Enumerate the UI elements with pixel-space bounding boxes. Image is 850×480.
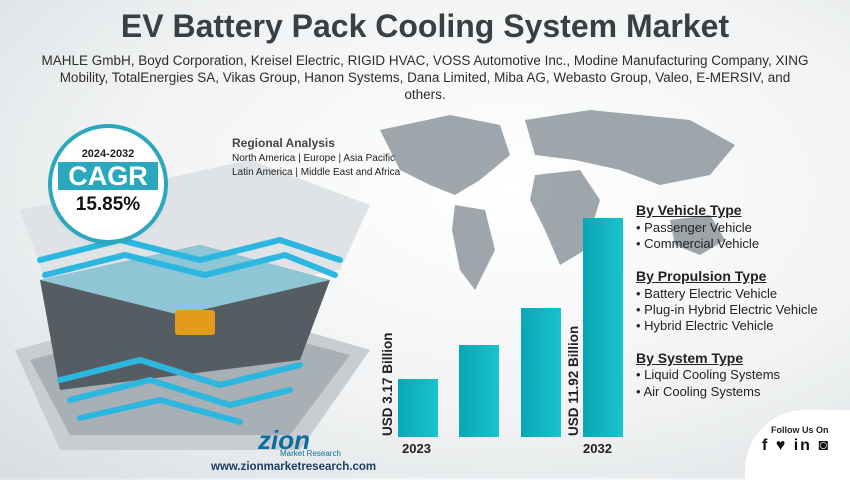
regional-analysis-title: Regional Analysis	[232, 136, 335, 150]
segment-system-title: By System Type	[636, 350, 744, 366]
key-players-text: MAHLE GmbH, Boyd Corporation, Kreisel El…	[41, 53, 809, 102]
segment-propulsion-item: • Battery Electric Vehicle	[636, 286, 778, 301]
cagr-period: 2024-2032	[81, 148, 135, 160]
bar-label-start: USD 3.17 Billion	[380, 332, 395, 436]
social-links: f ♥ in ◙	[762, 437, 830, 455]
segment-system-item: • Liquid Cooling Systems	[636, 367, 781, 382]
page-title: EV Battery Pack Cooling System Market	[120, 8, 730, 44]
zion-logo: zion	[258, 425, 310, 455]
cagr-badge: 2024-2032 CAGR 15.85%	[52, 128, 164, 240]
facebook-icon[interactable]: f	[762, 437, 770, 454]
bar-intermediate-1	[459, 345, 499, 437]
year-start: 2023	[402, 441, 431, 456]
segment-vehicle-title: By Vehicle Type	[636, 202, 742, 218]
linkedin-icon[interactable]: in	[793, 437, 812, 454]
regional-line-1: North America | Europe | Asia Pacific	[232, 153, 396, 164]
segment-system-item: • Air Cooling Systems	[636, 384, 761, 399]
website-url[interactable]: www.zionmarketresearch.com	[211, 461, 377, 473]
twitter-icon[interactable]: ♥	[775, 437, 788, 454]
follow-us-label: Follow Us On	[771, 425, 829, 435]
bar-intermediate-2	[521, 308, 561, 437]
bar-label-end: USD 11.92 Billion	[566, 325, 581, 436]
regional-line-2: Latin America | Middle East and Africa	[232, 167, 401, 178]
world-map-graphic	[380, 110, 735, 290]
instagram-icon[interactable]: ◙	[818, 437, 831, 454]
cagr-label: CAGR	[58, 162, 158, 190]
segment-propulsion-item: • Plug-in Hybrid Electric Vehicle	[636, 302, 818, 317]
year-end: 2032	[583, 441, 612, 456]
segment-vehicle-item: • Commercial Vehicle	[636, 236, 760, 251]
bar-2023	[398, 378, 438, 437]
cagr-value: 15.85%	[75, 194, 141, 215]
battery-pack-illustration	[15, 160, 370, 450]
segment-vehicle-item: • Passenger Vehicle	[636, 220, 752, 235]
zion-logo-subtitle: Market Research	[280, 449, 341, 458]
bar-2032	[583, 218, 623, 437]
segment-propulsion-item: • Hybrid Electric Vehicle	[636, 318, 774, 333]
segment-propulsion-title: By Propulsion Type	[636, 268, 767, 284]
